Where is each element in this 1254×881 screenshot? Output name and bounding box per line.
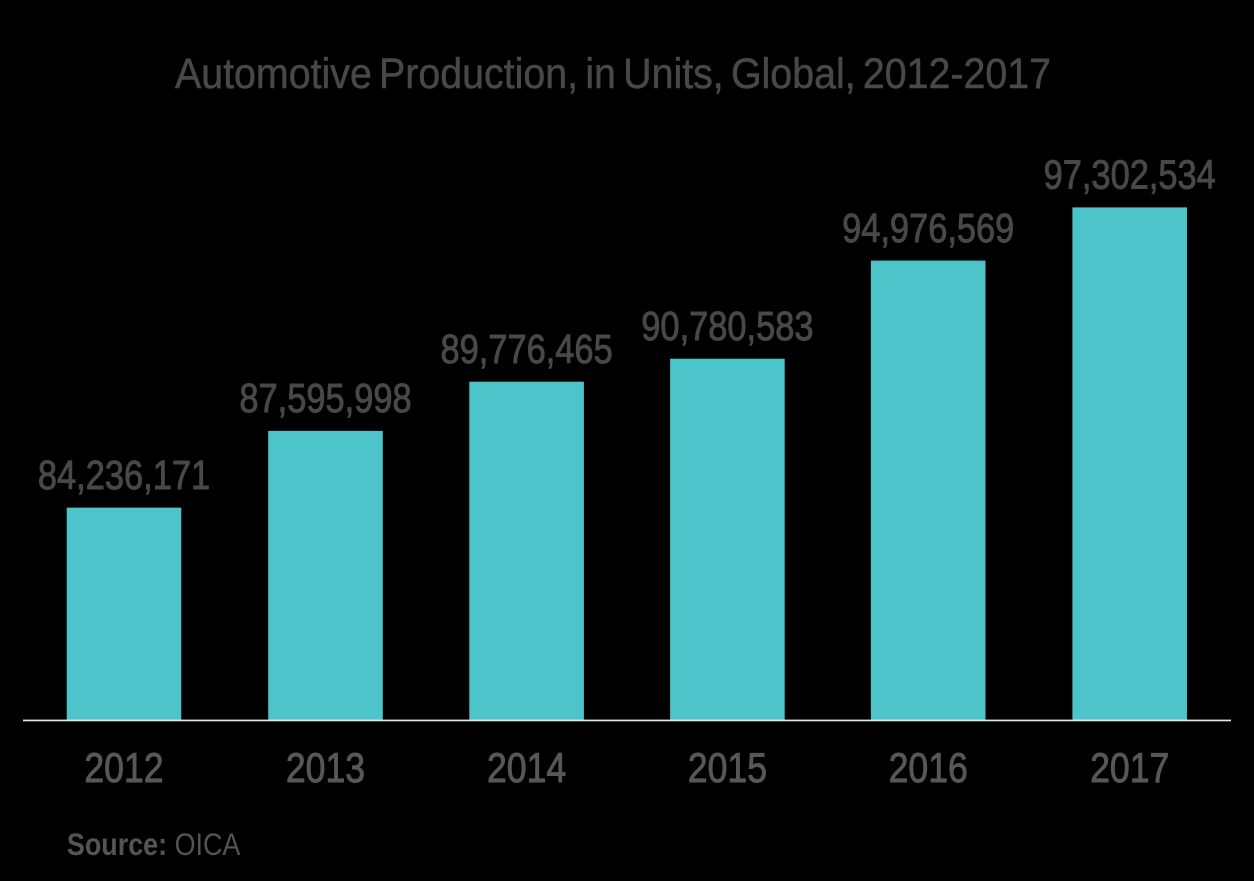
svg-text:2013: 2013 [286,745,365,791]
svg-text:87,595,998: 87,595,998 [239,375,411,420]
svg-text:Source: OICA: Source: OICA [67,828,241,862]
svg-text:94,976,569: 94,976,569 [842,205,1014,250]
svg-text:2014: 2014 [487,745,566,791]
svg-text:89,776,465: 89,776,465 [440,326,612,371]
svg-text:2017: 2017 [1090,745,1169,791]
svg-text:2012: 2012 [84,745,163,791]
svg-text:2015: 2015 [688,745,767,791]
svg-text:84,236,171: 84,236,171 [38,452,210,497]
svg-text:90,780,583: 90,780,583 [641,303,813,348]
svg-text:2016: 2016 [889,745,968,791]
svg-text:Automotive Production, in Unit: Automotive Production, in Units, Global,… [175,50,1051,98]
svg-text:97,302,534: 97,302,534 [1044,152,1216,197]
